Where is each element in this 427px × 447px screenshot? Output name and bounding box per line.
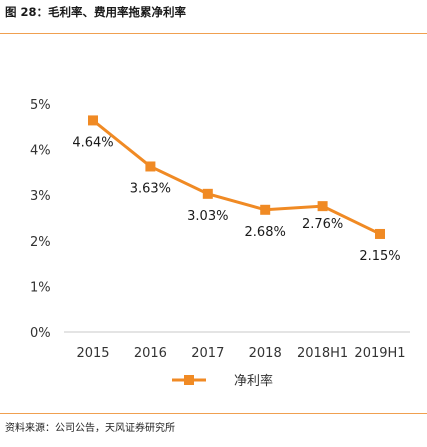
series-line-net-margin: [92, 119, 381, 236]
data-point: [145, 161, 156, 172]
x-axis-ticks: 2015 2016 2017 2018 2018H1 2019H1: [76, 346, 405, 361]
x-tick-label: 2015: [76, 346, 109, 361]
y-tick-label: 1%: [30, 280, 51, 295]
x-tick-label: 2018: [249, 346, 282, 361]
data-label: 2.76%: [302, 217, 343, 232]
legend: 净利率: [172, 373, 273, 389]
y-tick-label: 5%: [30, 98, 51, 113]
y-tick-label: 3%: [30, 189, 51, 204]
x-tick-label: 2019H1: [354, 346, 405, 361]
bottom-divider: [0, 413, 427, 414]
source-note: 资料来源：公司公告，天风证券研究所: [5, 423, 175, 434]
data-label: 2.68%: [245, 225, 286, 240]
y-tick-label: 2%: [30, 235, 51, 250]
data-label: 4.64%: [72, 135, 113, 150]
y-tick-label: 0%: [30, 326, 51, 341]
legend-label: 净利率: [234, 373, 273, 389]
data-point: [375, 228, 385, 239]
data-label: 3.03%: [187, 209, 228, 224]
data-point: [260, 204, 271, 215]
x-tick-label: 2016: [134, 346, 167, 361]
y-tick-label: 4%: [30, 144, 51, 159]
data-labels: 4.64% 3.63% 3.03% 2.68% 2.76% 2.15%: [72, 135, 400, 264]
data-label: 3.63%: [130, 181, 171, 196]
data-point: [88, 115, 98, 126]
top-divider: [0, 33, 427, 34]
x-tick-label: 2018H1: [297, 346, 348, 361]
data-point: [202, 188, 213, 199]
legend-marker: [184, 375, 194, 385]
chart-title: 图 28：毛利率、费用率拖累净利率: [5, 5, 187, 19]
x-tick-label: 2017: [191, 346, 224, 361]
data-label: 2.15%: [359, 249, 400, 264]
series-points: [88, 115, 385, 239]
data-point: [317, 201, 328, 212]
y-axis-ticks: 0% 1% 2% 3% 4% 5%: [30, 98, 51, 341]
